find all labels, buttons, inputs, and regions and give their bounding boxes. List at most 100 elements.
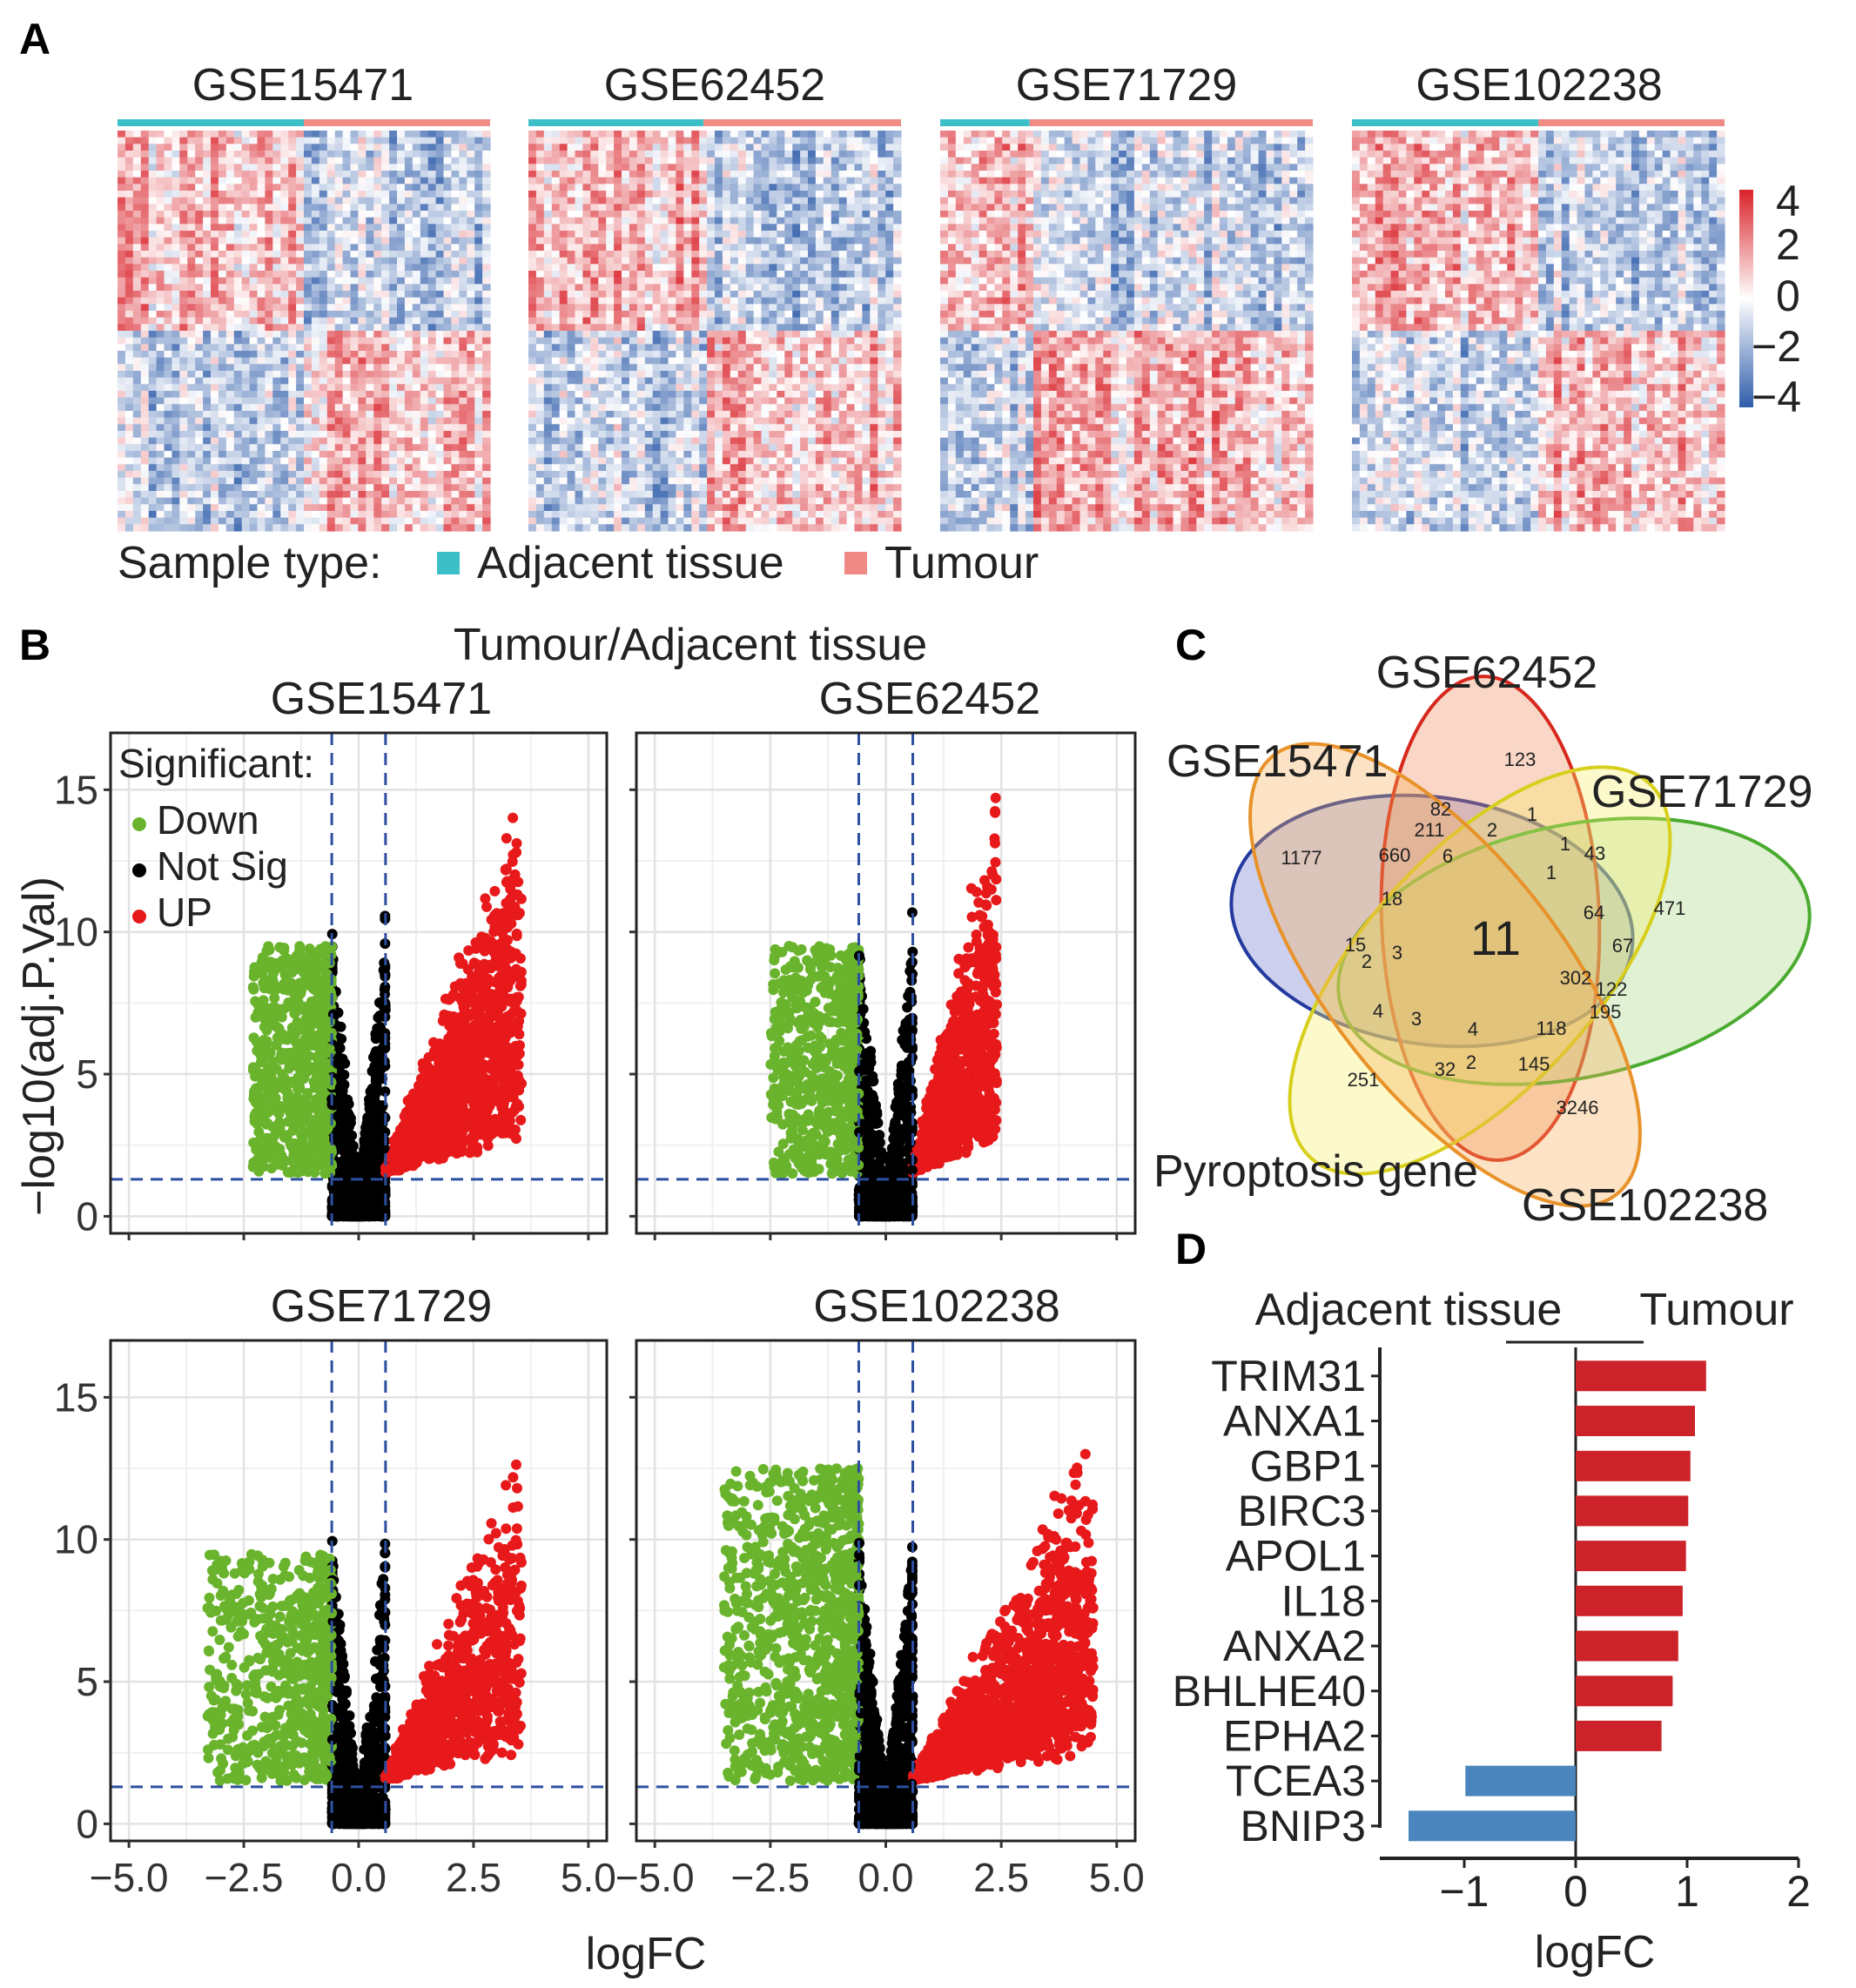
bar-label: ANXA1 (1223, 1397, 1366, 1446)
venn-count: 4 (1468, 1018, 1478, 1040)
sample-bar-tumour (304, 119, 490, 126)
venn-count: 660 (1379, 844, 1411, 866)
volcano-legend-up: UP (157, 890, 212, 935)
heatmap-title-3: GSE71729 (1016, 60, 1237, 111)
volcano-legend-down: Down (157, 797, 259, 843)
venn-count: 3246 (1557, 1097, 1599, 1118)
y-tick-label: 0 (76, 1193, 98, 1239)
bar-label: TRIM31 (1211, 1352, 1366, 1400)
venn-count: 2 (1466, 1051, 1476, 1073)
volcano-GSE62452 (629, 733, 1135, 1240)
sample-bar-tumour (1538, 119, 1725, 126)
legend-swatch-tumour (844, 552, 867, 574)
x-tick-label: 0.0 (858, 1855, 914, 1900)
volcano-title-1: GSE15471 (271, 674, 492, 724)
venn-count: 302 (1560, 967, 1592, 989)
bar-label: BHLHE40 (1173, 1667, 1366, 1716)
venn-count: 32 (1435, 1058, 1456, 1080)
panel-label-a: A (19, 15, 50, 64)
venn-count: 6 (1442, 845, 1453, 867)
bar-label: EPHA2 (1223, 1711, 1366, 1760)
venn-count: 43 (1584, 843, 1605, 864)
bar-x-axis-label: logFC (1535, 1927, 1656, 1978)
venn-count: 2 (1362, 950, 1372, 972)
colorbar-tick-0: 0 (1776, 272, 1800, 320)
bar-trim31 (1576, 1360, 1706, 1391)
legend-tumour-label: Tumour (884, 538, 1039, 588)
bar-x-tick-label: 1 (1675, 1867, 1699, 1916)
venn-count: 2 (1487, 819, 1497, 841)
venn-label-gse71729: GSE71729 (1591, 767, 1812, 817)
volcano-y-axis-label: −log10(adj.P.Val) (14, 876, 64, 1216)
heatmaps (118, 119, 1725, 532)
volcano-main-title: Tumour/Adjacent tissue (454, 620, 927, 670)
bar-epha2 (1576, 1721, 1662, 1751)
venn-count: 3 (1411, 1008, 1422, 1030)
colorbar-tick-4: 4 (1776, 177, 1800, 225)
bar-x-tick-label: 2 (1786, 1867, 1811, 1916)
heatmap-GSE102238 (1352, 131, 1725, 532)
venn-count: 1 (1560, 833, 1570, 855)
bar-apol1 (1576, 1541, 1686, 1571)
venn-count: 251 (1348, 1069, 1380, 1091)
x-tick-label: 2.5 (446, 1855, 501, 1900)
legend-adjacent-label: Adjacent tissue (477, 538, 784, 588)
heatmap-GSE62452 (528, 131, 902, 532)
venn-count: 195 (1590, 1001, 1622, 1023)
bar-label: TCEA3 (1226, 1756, 1366, 1805)
bar-gbp1 (1576, 1451, 1691, 1481)
y-tick-label: 15 (54, 767, 98, 812)
heatmap-GSE71729 (940, 131, 1314, 532)
bar-label: IL18 (1281, 1576, 1366, 1625)
venn-count: 4 (1373, 1000, 1383, 1022)
bar-anxa2 (1576, 1631, 1678, 1662)
venn-count: 118 (1536, 1018, 1566, 1039)
y-tick-label: 15 (54, 1374, 98, 1420)
x-tick-label: 2.5 (973, 1855, 1029, 1900)
x-tick-label: −2.5 (205, 1855, 284, 1900)
heatmap-title-4: GSE102238 (1416, 60, 1662, 111)
x-tick-label: −5.0 (615, 1855, 695, 1900)
bar-tcea3 (1465, 1766, 1576, 1797)
venn-label-gse15471: GSE15471 (1167, 736, 1388, 787)
sample-bar-adjacent (118, 119, 304, 126)
sample-bar-adjacent (528, 119, 703, 126)
x-tick-label: 5.0 (1089, 1855, 1145, 1900)
venn-label-pyroptosis: Pyroptosis gene (1153, 1146, 1478, 1197)
venn-count: 1 (1527, 803, 1537, 825)
legend-dot-notsig (132, 863, 146, 877)
venn-count: 122 (1596, 978, 1628, 1000)
y-tick-label: 5 (76, 1051, 98, 1097)
bar-birc3 (1576, 1495, 1688, 1526)
x-tick-label: 5.0 (561, 1855, 616, 1900)
bar-il18 (1576, 1586, 1683, 1616)
volcano-legend-title: Significant: (118, 741, 314, 786)
venn-count: 123 (1504, 749, 1537, 770)
x-tick-label: −2.5 (730, 1855, 810, 1900)
bar-bnip3 (1409, 1810, 1576, 1841)
y-tick-label: 5 (76, 1659, 98, 1704)
sample-bar-adjacent (940, 119, 1030, 126)
venn-count: 82 (1430, 798, 1451, 820)
bar-label: ANXA2 (1223, 1622, 1366, 1670)
bar-label: APOL1 (1226, 1532, 1366, 1581)
sample-bar-tumour (1030, 119, 1313, 126)
bar-label: GBP1 (1250, 1441, 1366, 1490)
venn-count: 145 (1518, 1053, 1550, 1075)
venn-count: 471 (1654, 897, 1686, 919)
bar-label: BIRC3 (1238, 1487, 1366, 1535)
legend-dot-up (132, 910, 146, 923)
panel-label-b: B (19, 621, 50, 669)
heatmap-title-1: GSE15471 (192, 60, 414, 111)
volcano-legend-notsig: Not Sig (157, 843, 288, 889)
bar-label: BNIP3 (1240, 1802, 1366, 1850)
venn-count: 1177 (1281, 847, 1321, 869)
venn-count: 3 (1392, 942, 1402, 964)
heatmap-title-2: GSE62452 (604, 60, 825, 111)
y-tick-label: 0 (76, 1801, 98, 1846)
venn-count: 67 (1612, 935, 1633, 957)
logfc-bar-chart: Adjacent tissue TumourTRIM31ANXA1GBP1BIRC… (1173, 1285, 1811, 1978)
y-tick-label: 10 (54, 1517, 98, 1562)
